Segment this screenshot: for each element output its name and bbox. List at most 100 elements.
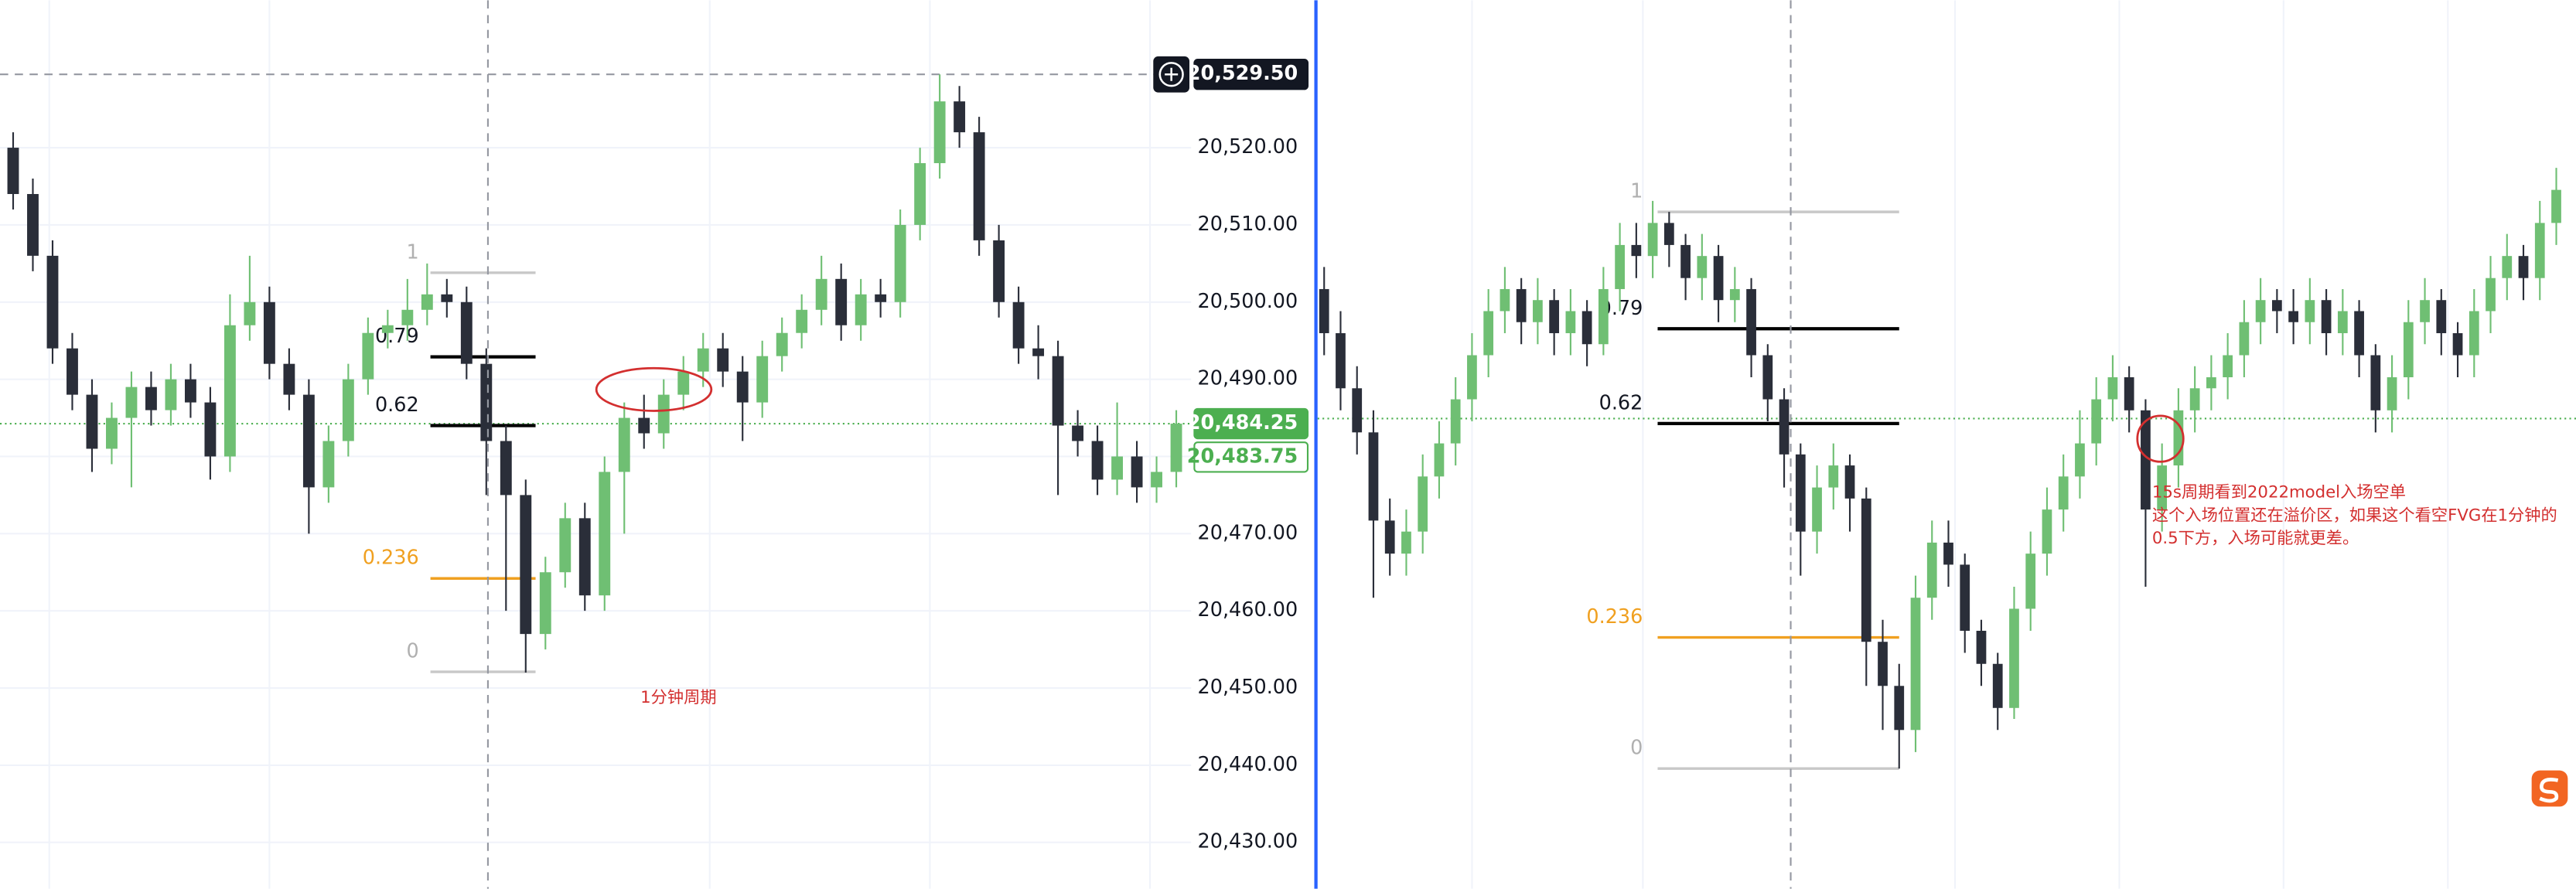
candle-body: [1401, 531, 1411, 554]
candle-body: [736, 371, 749, 403]
candle-body: [1598, 288, 1609, 345]
price-label: 20,483.75: [1187, 444, 1298, 468]
candle-body: [2009, 608, 2019, 708]
candle-body: [1926, 542, 1937, 598]
candle-body: [776, 332, 788, 356]
candle-body: [342, 379, 354, 441]
candle-body: [244, 301, 256, 325]
candle-body: [1713, 256, 1724, 301]
fib-level-label: 0.62: [375, 393, 419, 417]
candle-body: [1012, 301, 1025, 349]
candle-body: [2025, 553, 2036, 609]
candle-body: [362, 332, 374, 380]
candle-body: [1894, 686, 1905, 731]
fib-level-label: 0.236: [363, 547, 419, 570]
candle-body: [578, 518, 591, 596]
y-tick-label: 20,520.00: [1198, 135, 1298, 158]
y-tick-label: 20,490.00: [1198, 367, 1298, 390]
candle-body: [2502, 256, 2513, 278]
candle-body: [2271, 300, 2282, 312]
candle-body: [894, 224, 906, 302]
candle-body: [1943, 542, 1953, 565]
candle-body: [520, 495, 532, 635]
candle-body: [2534, 223, 2545, 278]
annotation-text: 这个入场位置还在溢价区，如果这个看空FVG在1分钟的: [2152, 506, 2557, 525]
candle-body: [1434, 443, 1445, 477]
candle-body: [1072, 425, 1084, 441]
candle-body: [2354, 311, 2364, 356]
price-label-box: [1193, 441, 1309, 473]
candle-body: [2387, 377, 2397, 410]
candle-body: [1336, 332, 1346, 389]
fib-level-label: 0.62: [1599, 391, 1643, 414]
candle-body: [106, 417, 118, 449]
candle-body: [302, 394, 315, 488]
candle-body: [756, 356, 769, 403]
candle-body: [1565, 311, 1576, 333]
candle-body: [1647, 223, 1658, 257]
candle-body: [1795, 454, 1806, 532]
candle-body: [2255, 300, 2266, 322]
candle-body: [1516, 288, 1527, 322]
candle-body: [2157, 465, 2168, 510]
candle-body: [933, 101, 946, 164]
icon-glyph: [2539, 778, 2559, 803]
candle-body: [165, 379, 177, 410]
candle-body: [835, 278, 848, 325]
candle-body: [145, 387, 157, 410]
fib-level-label: 0: [1630, 737, 1643, 760]
candle-body: [1450, 399, 1461, 444]
candle-body: [717, 348, 729, 372]
candle-body: [125, 387, 138, 418]
candle-body: [1729, 288, 1740, 301]
annotation-text: 1分钟周期: [640, 688, 716, 707]
candle-body: [1779, 399, 1790, 455]
candle-body: [1581, 311, 1592, 345]
candle-body: [86, 394, 98, 449]
y-tick-label: 20,450.00: [1198, 676, 1298, 699]
price-label: 20,529.50: [1187, 62, 1298, 85]
candle-body: [1384, 520, 1395, 554]
candle-body: [2107, 377, 2118, 400]
price-label-box: [1193, 407, 1309, 440]
fib-level-label: 0: [406, 640, 418, 663]
candle-body: [1352, 388, 1363, 433]
candle-body: [1762, 355, 1773, 400]
price-label: 20,484.25: [1187, 411, 1298, 434]
candle-body: [2403, 322, 2414, 378]
candle-body: [1319, 288, 1329, 333]
candle-body: [657, 394, 670, 434]
fib-level-label: 0.236: [1586, 605, 1643, 628]
candle-body: [855, 294, 867, 325]
candle-body: [1992, 663, 2003, 708]
candle-body: [559, 518, 571, 573]
candle-body: [599, 472, 611, 596]
candle-body: [2091, 399, 2102, 444]
candle-body: [875, 294, 887, 302]
candle-body: [441, 294, 453, 302]
candle-body: [421, 294, 433, 310]
candle-body: [2337, 311, 2348, 333]
candle-body: [993, 240, 1005, 302]
candle-body: [1844, 465, 1855, 499]
candle-body: [638, 417, 650, 434]
candle-body: [1746, 288, 1756, 356]
plus-icon: [1165, 67, 1179, 81]
candle-body: [2370, 355, 2381, 410]
candle-body: [223, 325, 236, 457]
candle-body: [2551, 189, 2561, 223]
panel-divider: [1314, 0, 1318, 889]
candle-body: [539, 572, 551, 635]
chart-layer: 20,430.00 20,440.00 20,450.00 20,460.00 20,4…: [0, 56, 2576, 853]
candle-body: [283, 363, 295, 395]
candle-body: [914, 163, 926, 225]
candle-body: [2075, 443, 2085, 477]
candle-body: [796, 309, 808, 333]
y-tick-label: 20,430.00: [1198, 830, 1298, 853]
candle-body: [677, 371, 690, 395]
candle-body: [2189, 388, 2200, 410]
candle-body: [1533, 300, 1543, 322]
candle-body: [697, 348, 709, 372]
